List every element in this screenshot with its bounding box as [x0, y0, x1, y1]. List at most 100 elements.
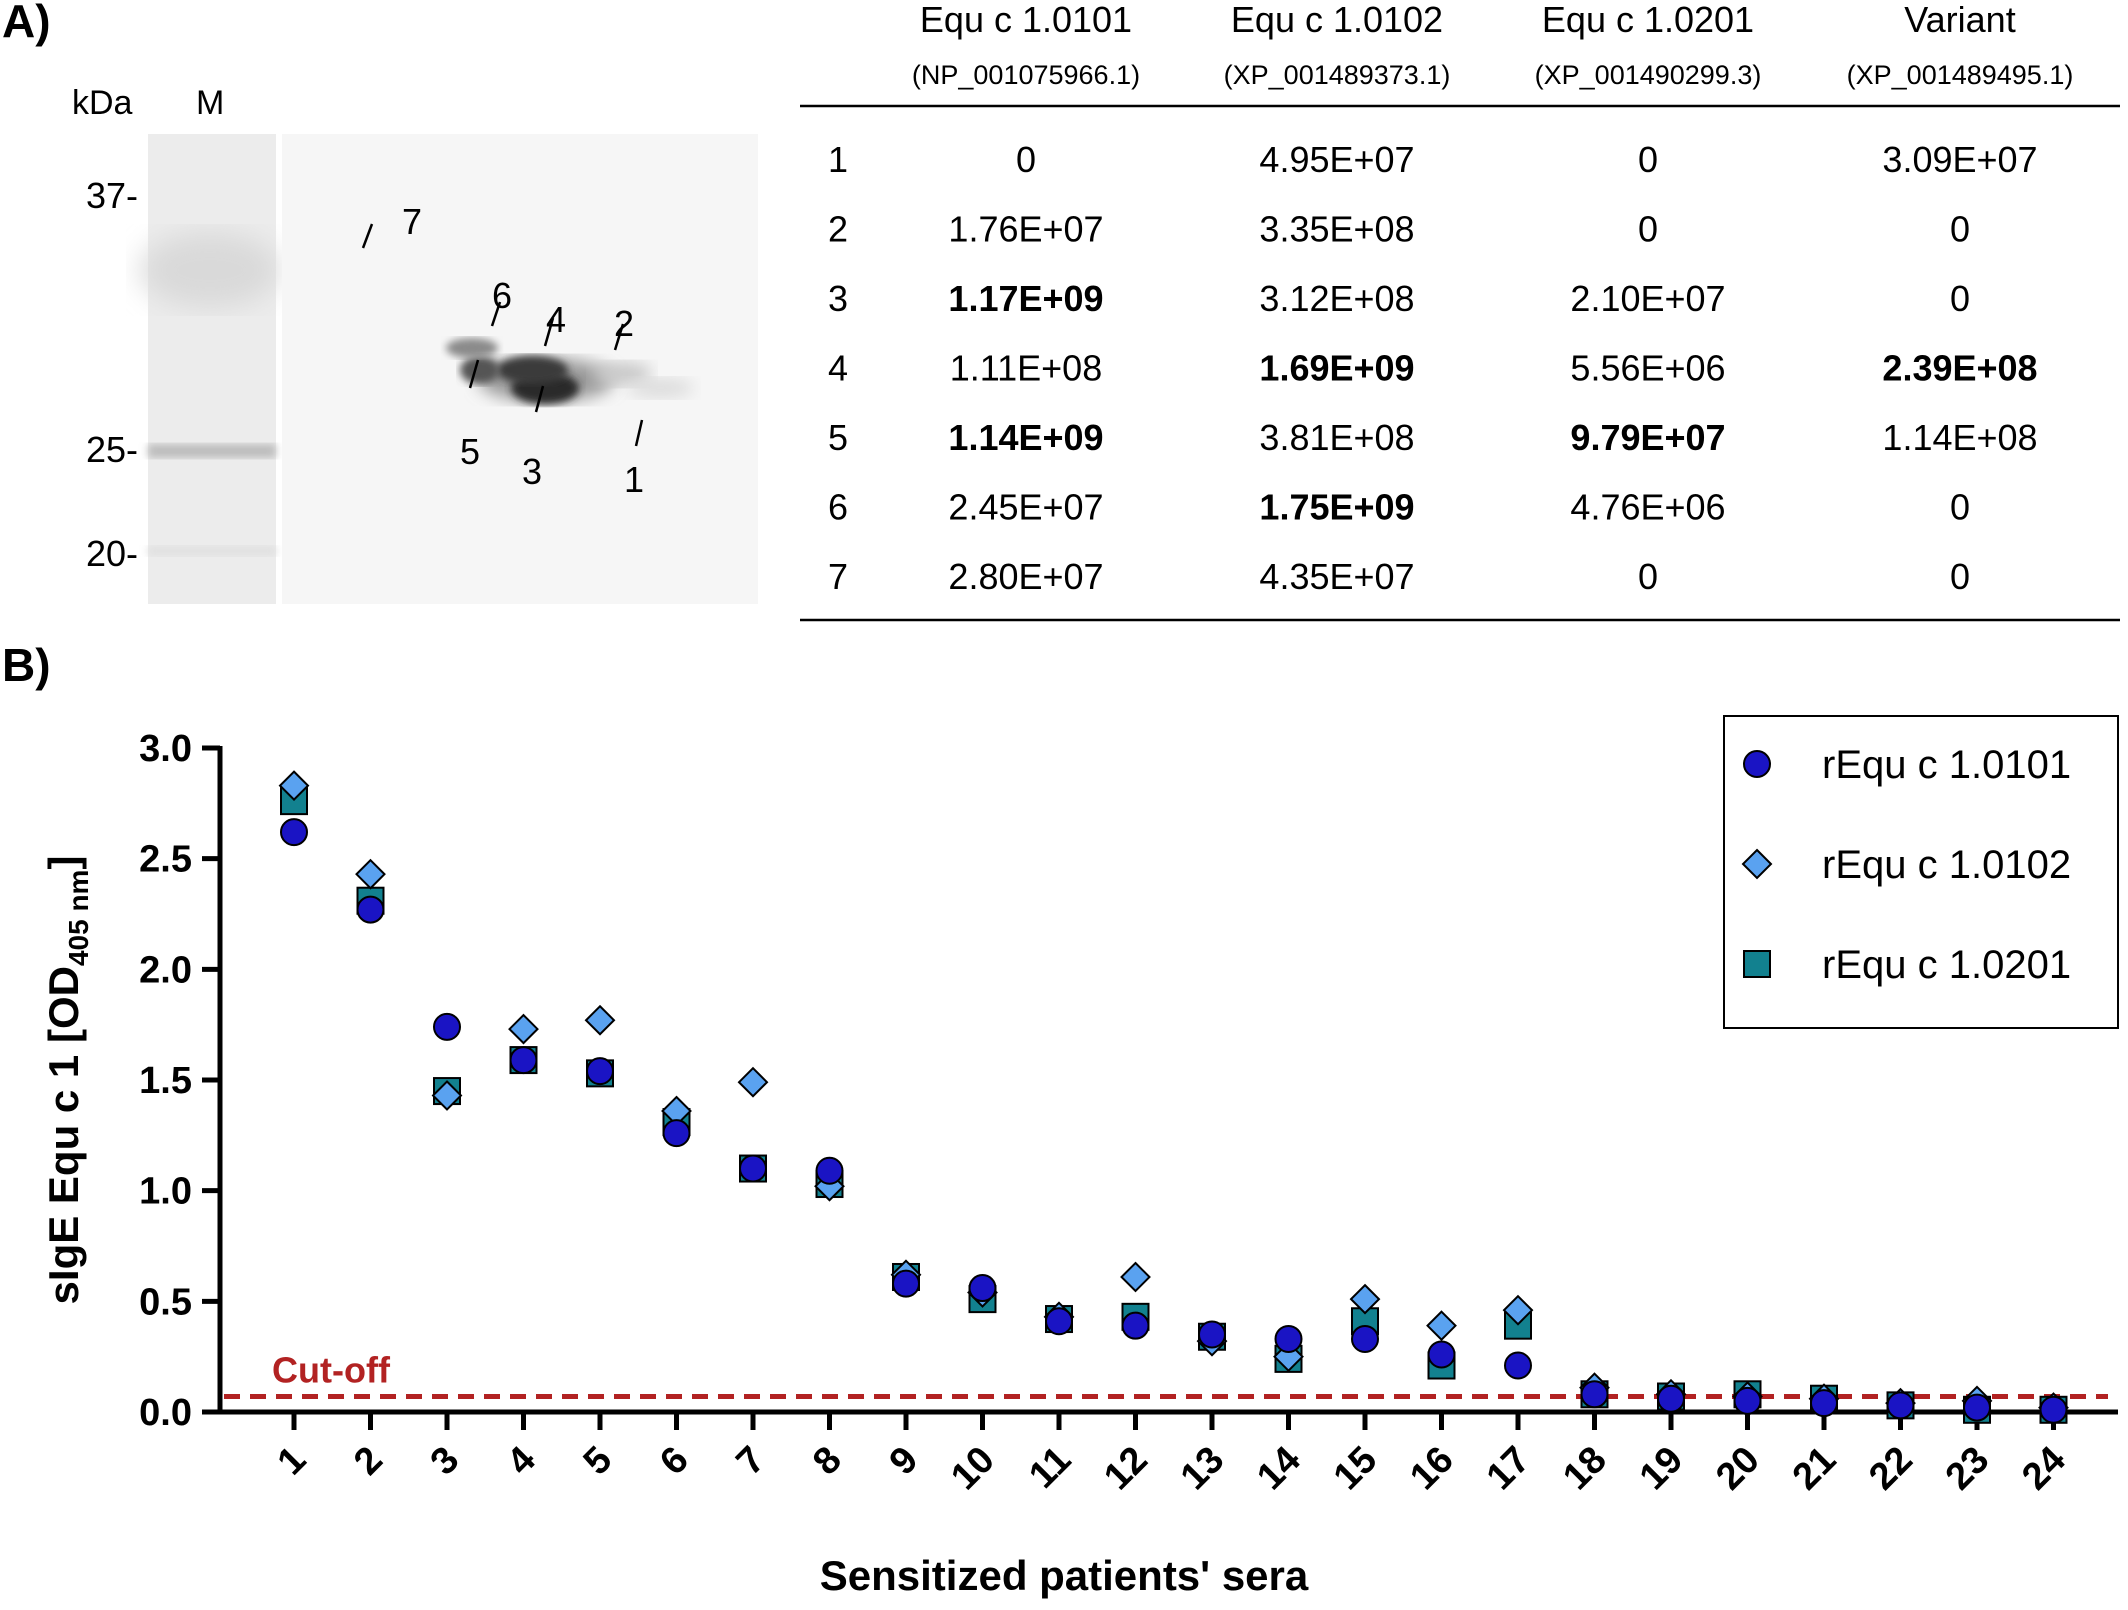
- quantification-table: Equ c 1.0101 (NP_001075966.1) Equ c 1.0102…: [800, 0, 2120, 640]
- x-tick-label: 21: [1785, 1439, 1845, 1499]
- data-point-diamond: [1349, 1283, 1381, 1315]
- data-point-circle: [1810, 1389, 1838, 1418]
- x-tick-label: 22: [1861, 1439, 1921, 1499]
- table-cell: 0: [1950, 487, 1970, 528]
- data-point-diamond: [737, 1066, 769, 1098]
- table-header-1: Equ c 1.0101: [920, 0, 1132, 40]
- sige-scatter-chart: 0.00.51.01.52.02.53.01 2 3 4 5 6 7 8 9 10 11 12 13 14…: [40, 715, 2119, 1599]
- data-point-circle: [586, 1057, 614, 1086]
- y-tick-label: 0.5: [139, 1281, 192, 1323]
- table-cell: 0: [1950, 209, 1970, 250]
- legend-marker-diamond: [1741, 848, 1773, 880]
- data-point-circle: [815, 1156, 844, 1185]
- table-row-id: 2: [828, 209, 848, 250]
- data-point-circle: [1580, 1380, 1609, 1409]
- series-circle-points: [280, 818, 2068, 1424]
- series-diamond-points: [278, 770, 2069, 1423]
- table-cell: 0: [1638, 209, 1658, 250]
- x-tick-label: 23: [1938, 1439, 1998, 1499]
- table-row-id: 6: [828, 487, 848, 528]
- x-tick-label: 17: [1479, 1439, 1539, 1499]
- data-point-circle: [1733, 1386, 1762, 1415]
- table-cell: 2.10E+07: [1570, 278, 1725, 319]
- data-point-circle: [1045, 1307, 1073, 1336]
- table-cell: 0: [1950, 556, 1970, 597]
- data-point-diamond: [508, 1013, 539, 1045]
- table-cell: 1.17E+09: [948, 278, 1103, 319]
- table-cell: 4.95E+07: [1259, 139, 1414, 180]
- marker-label-20: 20-: [86, 533, 138, 574]
- data-point-diamond: [278, 770, 310, 802]
- table-cell: 1.76E+07: [948, 209, 1103, 250]
- x-tick-label: 2: [346, 1439, 391, 1484]
- table-cell: 4.35E+07: [1259, 556, 1414, 597]
- spot-label-2: 2: [614, 303, 634, 344]
- table-row-id: 7: [828, 556, 848, 597]
- legend: rEqu c 1.0101 rEqu c 1.0102 rEqu c 1.0201: [1723, 715, 2119, 1029]
- gel-marker-ticks: [361, 223, 644, 447]
- quantification-table-svg: Equ c 1.0101 (NP_001075966.1) Equ c 1.0102…: [800, 0, 2120, 622]
- table-cell: 0: [1950, 278, 1970, 319]
- table-header-2: Equ c 1.0102: [1231, 0, 1443, 40]
- data-point-diamond: [1120, 1261, 1151, 1293]
- data-point-square: [280, 787, 308, 816]
- spot-label-3: 3: [522, 451, 542, 492]
- blot-area: [282, 134, 758, 604]
- marker-lane-label: M: [196, 84, 224, 122]
- data-point-circle: [892, 1269, 920, 1298]
- legend-label: rEqu c 1.0101: [1822, 743, 2071, 787]
- data-point-circle: [968, 1274, 997, 1303]
- spot-label-4: 4: [546, 299, 566, 340]
- panel-a-label: A): [2, 0, 51, 47]
- table-header-accession-2: (XP_001489373.1): [1224, 60, 1451, 90]
- spot-label-5: 5: [460, 431, 480, 472]
- y-tick-label: 1.5: [139, 1060, 192, 1102]
- table-row-id: 1: [828, 139, 848, 180]
- data-point-circle: [433, 1012, 461, 1041]
- x-tick-label: 13: [1173, 1439, 1233, 1499]
- table-cell: 0: [1638, 556, 1658, 597]
- table-cell: 2.39E+08: [1882, 348, 2037, 389]
- x-tick-label: 10: [943, 1439, 1003, 1499]
- panel-b-label: B): [2, 639, 51, 691]
- y-tick-label: 1.0: [139, 1171, 192, 1213]
- table-header-accession-1: (NP_001075966.1): [912, 60, 1140, 90]
- table-header-accession-3: (XP_001490299.3): [1535, 60, 1762, 90]
- data-point-circle: [1198, 1320, 1226, 1349]
- cutoff-label: Cut-off: [272, 1350, 391, 1391]
- x-axis-title: Sensitized patients' sera: [820, 1552, 1309, 1599]
- legend-marker-square: [1743, 950, 1771, 978]
- data-point-circle: [356, 895, 385, 924]
- legend-box: [1723, 715, 2119, 1029]
- data-point-diamond: [1426, 1310, 1457, 1342]
- gel-blot-image: kDa M 37- 25- 20- 1 2 3 4 5 6 7: [72, 84, 758, 604]
- data-point-circle: [1886, 1391, 1915, 1420]
- table-cell: 9.79E+07: [1570, 417, 1725, 458]
- x-tick-label: 8: [805, 1439, 850, 1484]
- y-axis-title-end: ]: [40, 856, 87, 870]
- x-tick-label: 24: [2014, 1439, 2074, 1499]
- table-cell: 3.12E+08: [1259, 278, 1414, 319]
- x-tick-label: 12: [1096, 1439, 1156, 1499]
- marker-label-25: 25-: [86, 429, 138, 470]
- table-cell: 1.11E+08: [950, 348, 1102, 389]
- x-tick-label: 14: [1249, 1439, 1309, 1499]
- table-cell: 5.56E+06: [1570, 348, 1725, 389]
- data-point-circle: [1351, 1324, 1379, 1353]
- table-cell: 3.35E+08: [1259, 209, 1414, 250]
- y-axis-title-subscript: 405 nm: [63, 870, 94, 967]
- table-header-accession-4: (XP_001489495.1): [1847, 60, 2074, 90]
- data-point-circle: [1504, 1351, 1532, 1380]
- spot-label-7: 7: [402, 201, 422, 242]
- table-cell: 3.09E+07: [1882, 139, 2037, 180]
- x-tick-label: 20: [1708, 1439, 1768, 1499]
- data-point-circle: [1274, 1324, 1303, 1353]
- y-tick-label: 2.5: [139, 839, 192, 881]
- x-tick-label: 4: [499, 1439, 544, 1484]
- data-point-diamond: [584, 1004, 616, 1036]
- x-tick-label: 5: [576, 1439, 621, 1484]
- data-point-circle: [2039, 1395, 2068, 1424]
- table-header-4: Variant: [1904, 0, 2015, 40]
- table-cell: 1.14E+08: [1882, 417, 2037, 458]
- table-cell: 0: [1638, 139, 1658, 180]
